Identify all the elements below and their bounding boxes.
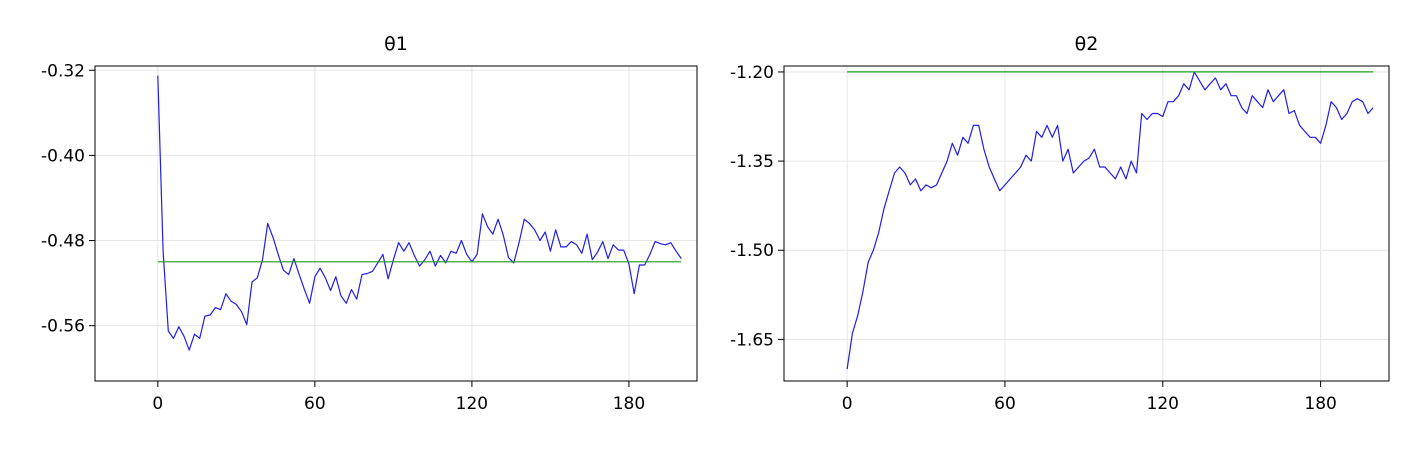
- y-tick-label: -0.56: [41, 317, 85, 337]
- y-tick-label: -0.32: [41, 61, 85, 81]
- y-tick-label: -1.35: [730, 152, 774, 172]
- x-tick-label: 60: [304, 394, 326, 414]
- y-tick-label: -1.20: [730, 63, 774, 83]
- y-tick-label: -0.40: [41, 146, 85, 166]
- x-tick-label: 120: [1147, 394, 1179, 414]
- y-tick-label: -0.48: [41, 232, 85, 252]
- plot-theta1: θ1 0 60 120 180 -0.56 -0.48 -0.40 -0.32: [41, 33, 698, 414]
- plot-frame: [783, 65, 1390, 382]
- x-tick-label: 120: [456, 394, 488, 414]
- plot-frame: [94, 65, 698, 382]
- trace-line: [846, 71, 1374, 370]
- x-tick-label: 0: [152, 394, 163, 414]
- chart-title: θ2: [1075, 33, 1099, 55]
- y-tick-label: -1.65: [730, 330, 774, 350]
- trace-line: [157, 75, 682, 351]
- plot-theta2: θ2 0 60 120 180 -1.65 -1.50 -1.35 -1.20: [730, 33, 1390, 414]
- x-tick-label: 180: [1304, 394, 1336, 414]
- chart-title: θ1: [384, 33, 408, 55]
- x-tick-label: 180: [613, 394, 645, 414]
- x-tick-label: 60: [994, 394, 1016, 414]
- y-tick-label: -1.50: [730, 241, 774, 261]
- x-tick-label: 0: [842, 394, 853, 414]
